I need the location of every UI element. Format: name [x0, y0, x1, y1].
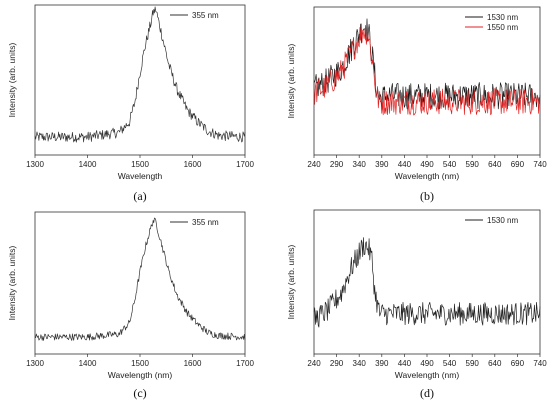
x-tick-label: 1700: [236, 160, 254, 169]
x-tick-label: 1600: [184, 160, 202, 169]
x-tick-label: 1300: [26, 359, 44, 368]
chart-panel-1: 1300 1400 1500 1600 1700 Wavelength Intensity …: [7, 4, 254, 203]
x-tick-label: 390: [375, 359, 389, 368]
y-axis-label: Intensity (arb. units): [286, 245, 296, 320]
x-tick-label: 740: [533, 160, 547, 169]
panel-label: (d): [420, 386, 434, 400]
x-tick-label: 1400: [79, 160, 97, 169]
legend-label: 1550 nm: [487, 23, 518, 32]
x-tick-label: 1500: [131, 160, 149, 169]
x-tick-label: 340: [353, 160, 367, 169]
x-tick-label: 690: [511, 160, 525, 169]
x-tick-label: 440: [398, 359, 412, 368]
x-axis-label: Wavelength (nm): [395, 171, 460, 181]
x-tick-label: 1600: [184, 359, 202, 368]
legend-label: 1530 nm: [487, 13, 518, 22]
chart-panel-4: 240 290 340 390 440 490 540 590 640 690 740 Wavelen…: [286, 209, 547, 400]
x-tick-label: 490: [420, 359, 434, 368]
series-line: [313, 23, 541, 116]
series-line: [313, 237, 541, 328]
chart-panel-3: 1300 1400 1500 1600 1700 Wavelength (nm) Inten…: [7, 211, 254, 400]
plot-frame: [34, 4, 246, 156]
x-tick-label: 1700: [236, 359, 254, 368]
y-axis-label: Intensity (arb. units): [7, 246, 17, 321]
legend-label: 1530 nm: [487, 216, 518, 225]
x-tick-label: 490: [420, 160, 434, 169]
x-tick-label: 440: [398, 160, 412, 169]
x-tick-label: 590: [466, 359, 480, 368]
legend-label: 355 nm: [192, 218, 219, 227]
plot-frame: [34, 211, 246, 355]
x-tick-label: 240: [307, 359, 321, 368]
x-tick-label: 640: [488, 160, 502, 169]
plot-frame: [313, 209, 541, 355]
x-tick-label: 340: [353, 359, 367, 368]
x-axis-label: Wavelength (nm): [108, 370, 173, 380]
x-tick-label: 1300: [26, 160, 44, 169]
x-tick-label: 290: [330, 160, 344, 169]
x-tick-label: 290: [330, 359, 344, 368]
x-tick-label: 640: [488, 359, 502, 368]
legend-label: 355 nm: [192, 11, 219, 20]
x-tick-label: 590: [466, 160, 480, 169]
series-line: [34, 6, 246, 143]
chart-panel-2: 240 290 340 390 440 490 540 590 640 690 740 Wavelen…: [286, 6, 547, 203]
x-tick-label: 240: [307, 160, 321, 169]
panel-label: (a): [133, 189, 146, 203]
x-tick-label: 740: [533, 359, 547, 368]
series-line: [34, 217, 246, 341]
x-tick-label: 390: [375, 160, 389, 169]
x-tick-label: 1400: [79, 359, 97, 368]
y-axis-label: Intensity (arb. units): [286, 44, 296, 119]
x-tick-label: 540: [443, 359, 457, 368]
panel-label: (c): [133, 386, 146, 400]
x-axis-label: Wavelength (nm): [395, 370, 460, 380]
x-axis-label: Wavelength: [118, 171, 163, 181]
x-tick-label: 690: [511, 359, 525, 368]
panel-label: (b): [420, 189, 434, 203]
series-line: [313, 18, 541, 111]
x-tick-label: 540: [443, 160, 457, 169]
x-tick-label: 1500: [131, 359, 149, 368]
y-axis-label: Intensity (arb. units): [7, 43, 17, 118]
